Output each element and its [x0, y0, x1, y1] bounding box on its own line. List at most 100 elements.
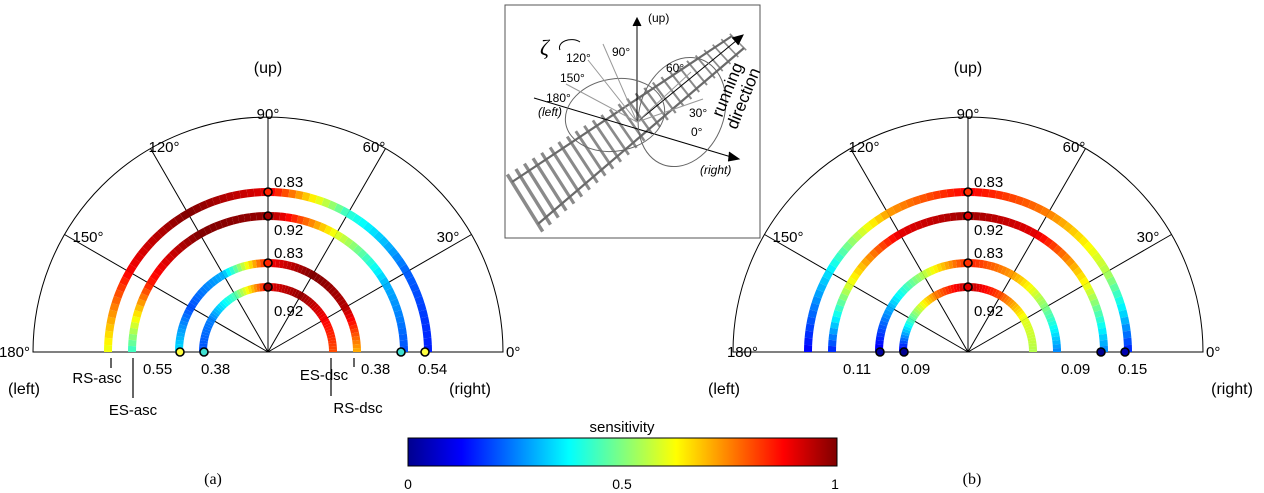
arc-segment	[251, 259, 257, 269]
colorbar-gradient	[407, 437, 838, 467]
arc-segment	[295, 190, 304, 200]
arc-segment	[1025, 283, 1034, 292]
arc-segment	[936, 263, 943, 273]
arc-segment	[142, 241, 153, 252]
arc-segment	[834, 304, 844, 313]
arc-segment	[928, 266, 936, 275]
arc-segment	[885, 305, 895, 313]
arc-segment	[1010, 271, 1018, 281]
arc-segment	[819, 276, 830, 287]
arc-segment	[1024, 325, 1033, 332]
arc-segment	[1019, 278, 1028, 287]
arc-segment	[253, 284, 258, 293]
arc-segment	[333, 292, 342, 301]
arc-segment	[1096, 321, 1106, 330]
arc-segment	[838, 292, 849, 302]
arc-segment	[813, 289, 824, 299]
track-label-es-asc: ES-asc	[109, 402, 158, 419]
arc-segment	[185, 305, 195, 313]
arc-segment	[333, 230, 344, 241]
arc-segment	[307, 269, 315, 279]
arc-segment	[983, 285, 989, 294]
arc-markers	[875, 187, 1130, 357]
sleeper	[522, 162, 560, 219]
arc-segment	[860, 257, 871, 268]
arc-segment	[191, 295, 201, 304]
angle-labels: 180° 150° 120° 90° 60° 30° 0°	[0, 106, 520, 361]
arc-segment	[283, 285, 289, 294]
arc-segment	[136, 298, 147, 307]
marker-end-1	[875, 347, 885, 357]
arc-segment	[296, 215, 305, 225]
arc-segment	[307, 218, 316, 228]
marker-end-4	[1120, 347, 1130, 357]
arc-segment	[1092, 304, 1102, 313]
arc-segment	[908, 278, 917, 287]
arc-segment	[387, 246, 399, 258]
track-label-rs-dsc: RS-dsc	[333, 400, 383, 417]
arc-segment	[918, 193, 928, 204]
arc-segment	[325, 283, 334, 292]
arc-segment	[225, 216, 234, 227]
arc-segment	[1045, 209, 1057, 221]
polar-grid	[32, 116, 504, 353]
arc-segment	[1026, 331, 1035, 337]
arc-segment	[279, 259, 285, 269]
colorbar-tick-1: 1	[831, 476, 839, 492]
arc-segment	[215, 305, 224, 313]
arc-segment	[162, 221, 174, 233]
arc-segment	[1112, 289, 1123, 299]
rail-right	[537, 47, 745, 225]
arc-segment	[243, 213, 251, 223]
arc-segment	[1020, 317, 1030, 324]
arc-segment	[1051, 335, 1061, 341]
arc-segment	[247, 285, 253, 294]
arc-b-second	[828, 212, 1108, 353]
arc-segment	[322, 280, 331, 290]
arc-segment	[938, 288, 945, 297]
marker-top-3	[263, 258, 273, 268]
sleeper	[505, 173, 545, 233]
arc-segment	[328, 227, 338, 238]
arc-segment	[869, 248, 879, 259]
arc-segment	[1050, 331, 1060, 338]
arc-segment	[211, 310, 220, 318]
arc-segment	[152, 231, 163, 242]
arc-segment	[345, 312, 354, 320]
arc-segment	[981, 284, 986, 294]
arc-segment	[846, 276, 857, 287]
arc-segment	[1022, 320, 1031, 327]
arc-segment	[914, 273, 923, 283]
arc-segment	[177, 327, 186, 334]
arc-segment	[857, 226, 868, 237]
arc-segment	[887, 302, 897, 310]
arc-segment	[179, 320, 189, 327]
arc-segment	[192, 230, 203, 241]
arc-segment	[1097, 327, 1107, 335]
colorbar-tick-0: 0	[404, 476, 412, 492]
arc-segment	[842, 241, 853, 252]
arc-segment	[343, 309, 353, 317]
arc-segment	[293, 263, 300, 273]
arc-segment	[894, 292, 903, 301]
arc-segment	[168, 217, 179, 229]
arc-value-2: 0.92	[274, 222, 303, 239]
arc-segment	[104, 330, 114, 339]
arc-segment	[1007, 299, 1015, 308]
arc-segment	[986, 286, 992, 295]
arc-segment	[378, 236, 389, 247]
sleeper	[600, 114, 630, 156]
arc-value-1: 0.83	[274, 174, 303, 191]
arc-value-3: 0.83	[974, 245, 1003, 262]
arc-segment	[290, 214, 299, 224]
end-value-3: 0.09	[1061, 361, 1090, 378]
arc-value-labels: 0.83 0.92 0.83 0.92	[974, 174, 1003, 320]
sleeper	[660, 76, 685, 107]
arc-segment	[911, 195, 922, 206]
arc-segment	[941, 287, 948, 296]
arc-segment	[221, 269, 229, 279]
arc-segment	[323, 322, 332, 329]
arc-segment	[1009, 301, 1017, 309]
arc-segment	[143, 282, 154, 292]
